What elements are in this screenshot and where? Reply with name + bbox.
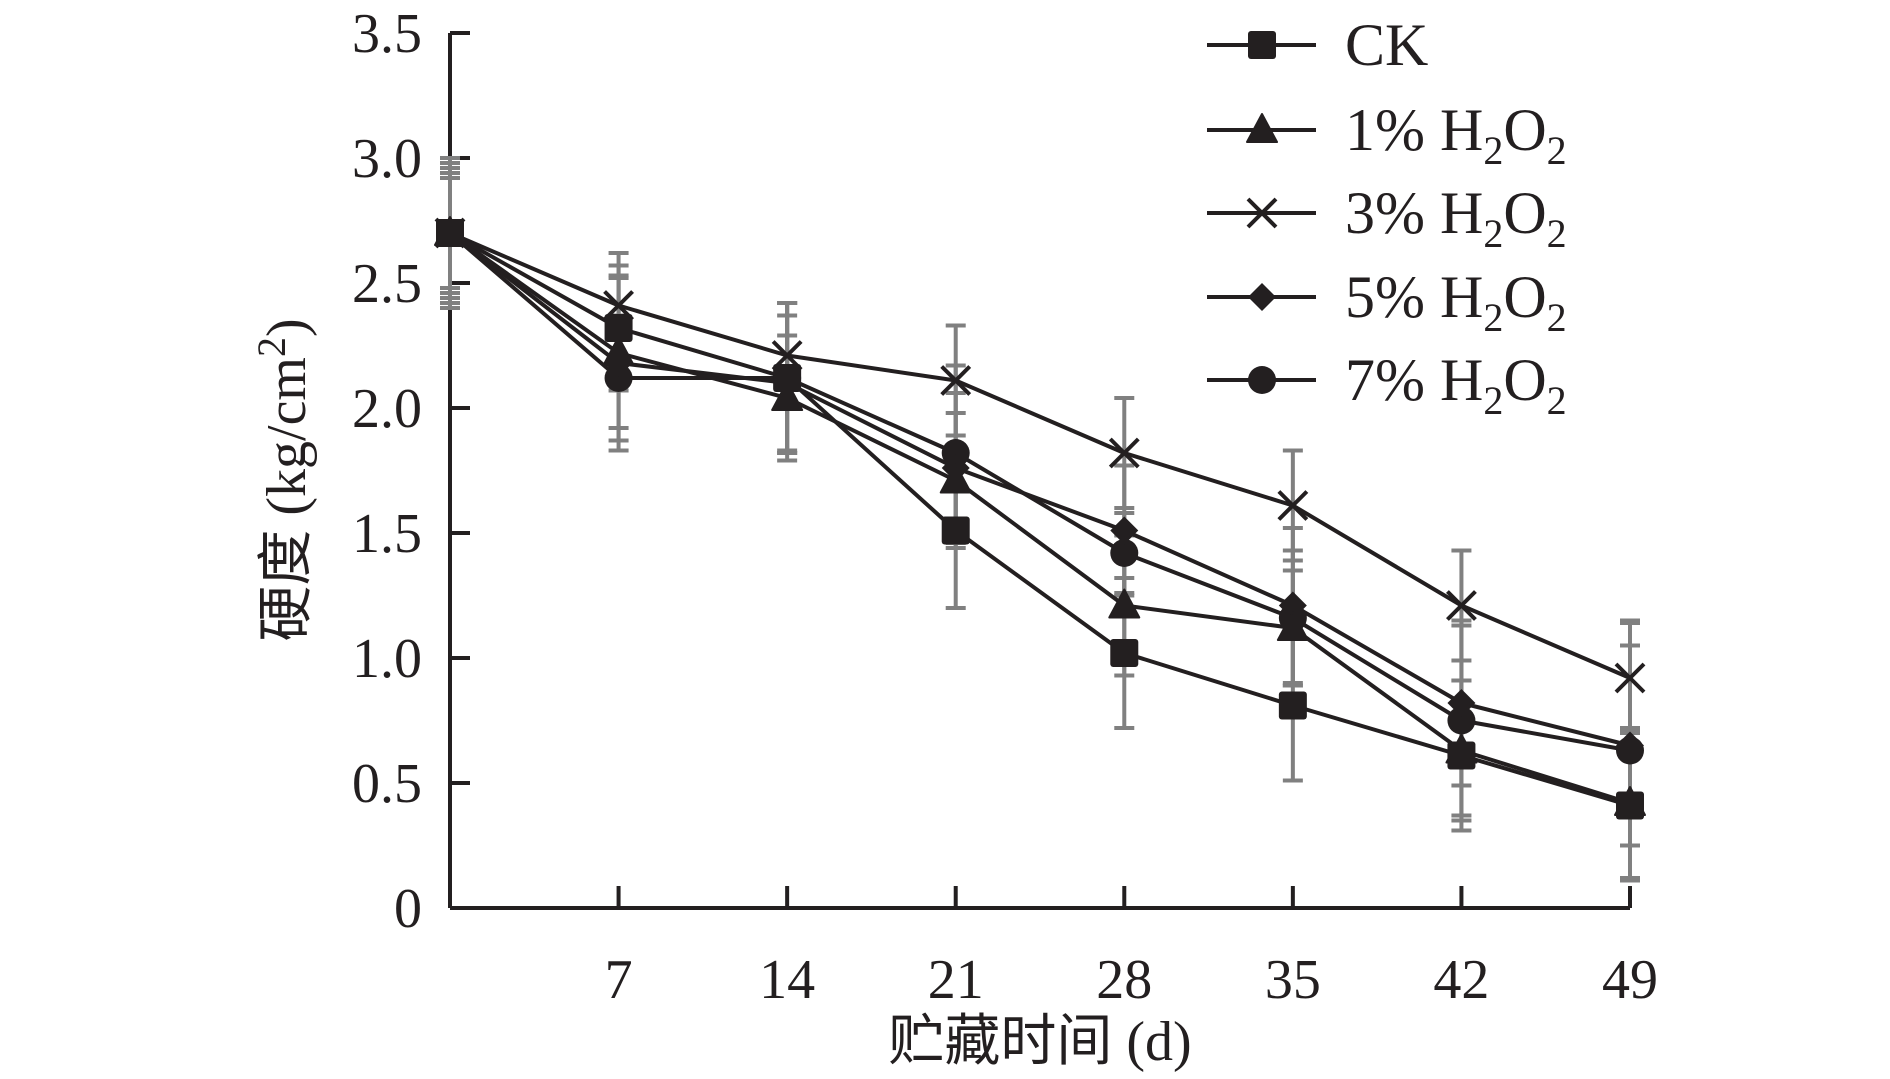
legend-label: CK — [1345, 12, 1428, 78]
data-point-7-h2o2 — [1447, 706, 1476, 735]
legend-label-subscript: 2 — [1483, 211, 1503, 256]
legend-marker-circle-icon — [1248, 366, 1276, 394]
legend-label-text: 5% H — [1345, 264, 1483, 330]
x-tick-label: 7 — [605, 949, 633, 1011]
x-marker-stroke — [1446, 590, 1477, 621]
data-point-3-h2o2 — [1446, 590, 1477, 621]
legend-label-subscript: 2 — [1547, 211, 1567, 256]
series-line-7-h2o2 — [448, 231, 1631, 753]
y-axis-title-superscript: 2 — [249, 337, 294, 357]
legend-label-text: O — [1503, 180, 1546, 246]
y-tick-label: 2.5 — [352, 253, 422, 315]
series-line-ck — [449, 231, 1631, 808]
legend-label: 5% H2O2 — [1345, 264, 1567, 340]
y-tick-label: 0 — [394, 878, 422, 940]
x-tick-label: 49 — [1602, 949, 1658, 1011]
legend-item-5-h2o2: 5% H2O2 — [1207, 264, 1567, 340]
data-point-1-h2o2 — [1276, 611, 1309, 641]
y-tick-label: 3.5 — [352, 3, 422, 65]
legend-item-3-h2o2: 3% H2O2 — [1207, 180, 1567, 256]
legend-label-text: 1% H — [1345, 97, 1483, 163]
data-point-ck — [941, 516, 970, 545]
x-marker-stroke — [1246, 197, 1278, 229]
legend-label-text: 7% H — [1345, 347, 1483, 413]
series-line-3-h2o2 — [449, 231, 1631, 680]
axes — [448, 31, 1632, 910]
series-line-1-h2o2 — [448, 231, 1631, 805]
x-tick-label: 28 — [1096, 949, 1152, 1011]
legend-label: 1% H2O2 — [1345, 97, 1567, 173]
legend-marker-x-icon — [1246, 197, 1278, 229]
legend-label-subscript: 2 — [1483, 128, 1503, 173]
x-marker-stroke — [1108, 437, 1140, 469]
data-point-5-h2o2 — [1110, 516, 1139, 545]
data-point-ck — [1110, 639, 1139, 667]
x-tick-label: 42 — [1433, 949, 1489, 1011]
legend-label-subscript: 2 — [1547, 378, 1567, 423]
legend-label-subscript: 2 — [1483, 378, 1503, 423]
x-axis-title: 贮藏时间 (d) — [888, 1011, 1191, 1073]
legend-marker-triangle-icon — [1246, 113, 1278, 143]
data-point-3-h2o2 — [1277, 490, 1309, 521]
data-point-3-h2o2 — [940, 365, 972, 396]
data-point-ck — [436, 219, 464, 247]
x-tick-label: 14 — [759, 949, 815, 1011]
data-point-5-h2o2 — [1616, 731, 1644, 760]
data-point-3-h2o2 — [1108, 437, 1140, 469]
legend-label-text: O — [1503, 97, 1546, 163]
y-tick-label: 3.0 — [352, 128, 422, 190]
y-tick-label: 1.5 — [352, 503, 422, 565]
legend-label-text: CK — [1345, 12, 1428, 78]
y-axis-title: 硬度 (kg/cm2) — [249, 318, 318, 641]
series-line-5-h2o2 — [448, 231, 1631, 748]
series-lines — [448, 231, 1631, 808]
data-point-1-h2o2 — [1108, 588, 1141, 619]
legend-label-subscript: 2 — [1547, 128, 1567, 173]
x-marker-stroke — [940, 365, 972, 396]
legend-label: 7% H2O2 — [1345, 347, 1567, 423]
y-tick-label: 0.5 — [352, 753, 422, 815]
y-tick-label: 2.0 — [352, 378, 422, 440]
legend-item-1-h2o2: 1% H2O2 — [1207, 97, 1567, 173]
y-axis-title-close: ) — [256, 318, 318, 337]
data-point-ck — [1616, 791, 1644, 820]
data-point-1-h2o2 — [771, 381, 804, 411]
data-point-7-h2o2 — [604, 364, 633, 392]
data-point-7-h2o2 — [941, 439, 970, 467]
data-point-5-h2o2 — [1278, 591, 1307, 620]
legend-marker-diamond-icon — [1248, 283, 1276, 311]
legend-label-subscript: 2 — [1547, 295, 1567, 340]
legend-marker-square-icon — [1248, 31, 1276, 59]
data-point-3-h2o2 — [1614, 662, 1646, 694]
data-point-7-h2o2 — [1110, 539, 1139, 567]
data-point-5-h2o2 — [1447, 689, 1476, 717]
x-tick-label: 21 — [928, 949, 984, 1011]
data-point-ck — [773, 364, 802, 392]
y-axis-title-main: 硬度 (kg/cm — [256, 357, 318, 642]
legend-label-text: O — [1503, 347, 1546, 413]
tick-labels: 0 0.5 1.0 1.5 2.0 2.5 3.0 3.5 7 14 21 28 35 42 49 — [352, 3, 1658, 1011]
legend-label-text: 3% H — [1345, 180, 1483, 246]
data-point-ck — [1278, 691, 1307, 720]
legend-label: 3% H2O2 — [1345, 180, 1567, 256]
x-marker-stroke — [1277, 490, 1309, 521]
data-point-ck — [1447, 741, 1476, 770]
x-tick-label: 35 — [1265, 949, 1321, 1011]
legend-item-7-h2o2: 7% H2O2 — [1207, 347, 1567, 423]
legend-label-subscript: 2 — [1483, 295, 1503, 340]
x-marker-stroke — [1614, 662, 1646, 694]
legend-label-text: O — [1503, 264, 1546, 330]
series-markers — [434, 216, 1646, 820]
legend-item-ck: CK — [1207, 12, 1428, 78]
y-tick-label: 1.0 — [352, 628, 422, 690]
data-point-1-h2o2 — [939, 463, 972, 494]
data-point-ck — [604, 314, 633, 342]
data-point-1-h2o2 — [602, 336, 635, 366]
